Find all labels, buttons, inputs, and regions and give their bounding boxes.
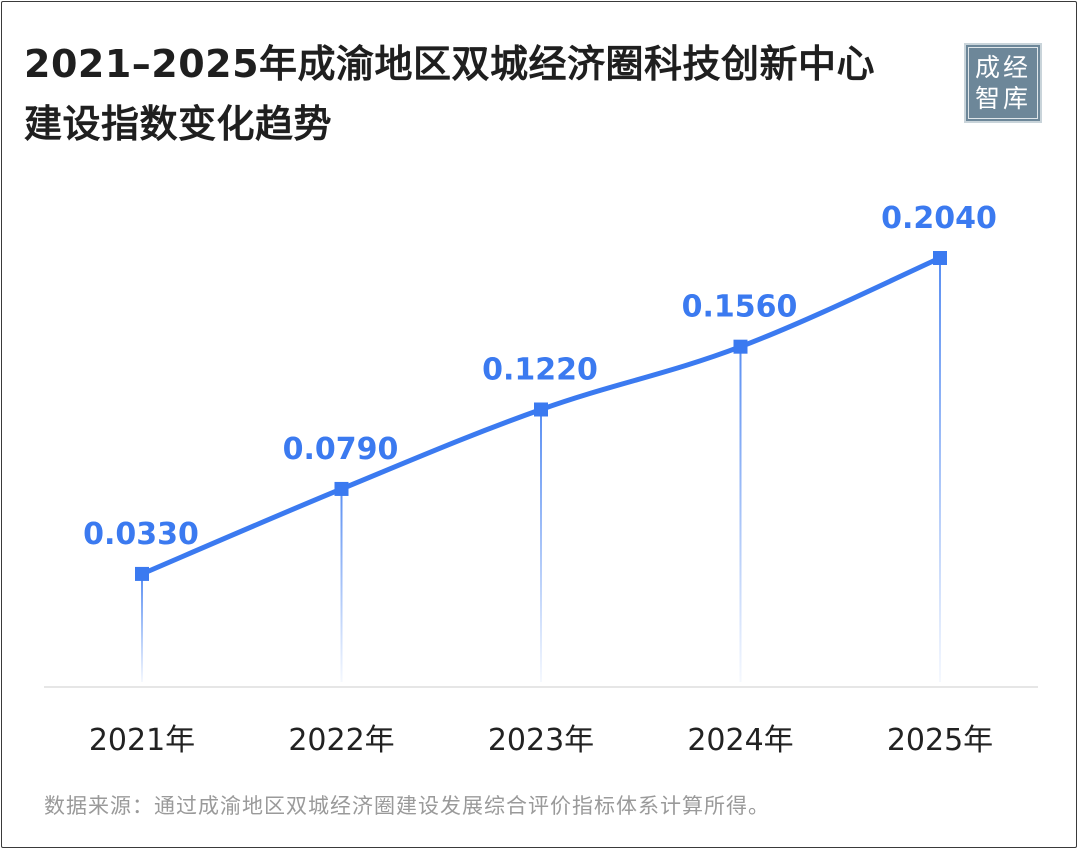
drop-line-2025 <box>939 258 941 682</box>
x-tick-label-2025: 2025年 <box>887 723 993 758</box>
data-label-2021: 0.0330 <box>83 517 199 552</box>
drop-line-2023 <box>540 409 542 682</box>
x-tick-label-2023: 2023年 <box>488 723 594 758</box>
drop-line-2024 <box>739 346 742 682</box>
chart-title: 2021–2025年成渝地区双城经济圈科技创新中心 建设指数变化趋势 <box>24 34 875 154</box>
logo-badge: 成经 智库 <box>964 43 1042 123</box>
data-label-2022: 0.0790 <box>283 432 399 467</box>
drop-line-2022 <box>340 488 343 682</box>
data-point-2025 <box>933 251 947 265</box>
data-label-2025: 0.2040 <box>881 201 997 236</box>
data-point-2022 <box>334 481 349 496</box>
title-line-1: 2021–2025年成渝地区双城经济圈科技创新中心 <box>24 42 876 86</box>
logo-text-line-1: 成经 <box>974 53 1031 82</box>
data-label-2023: 0.1220 <box>482 352 598 387</box>
data-source-note: 数据来源：通过成渝地区双城经济圈建设发展综合评价指标体系计算所得。 <box>44 794 770 818</box>
x-tick-label-2022: 2022年 <box>288 723 394 758</box>
logo-text-line-2: 智库 <box>974 84 1031 113</box>
x-tick-label-2021: 2021年 <box>89 723 195 758</box>
x-tick-label-2024: 2024年 <box>687 723 793 758</box>
data-point-2023 <box>534 402 548 417</box>
drop-line-2021 <box>141 573 143 682</box>
data-point-2024 <box>733 339 748 354</box>
data-point-2021 <box>135 566 149 581</box>
data-label-2024: 0.1560 <box>682 290 798 325</box>
title-line-2: 建设指数变化趋势 <box>24 102 333 146</box>
